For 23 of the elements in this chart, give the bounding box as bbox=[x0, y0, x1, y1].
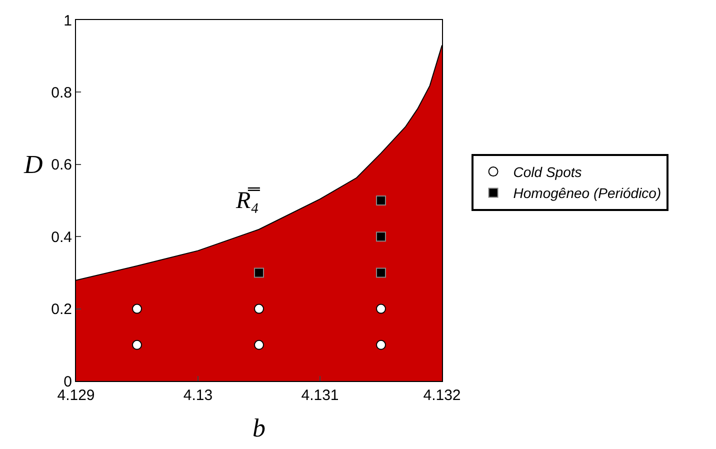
x-tick-label: 4.13 bbox=[183, 387, 213, 404]
y-tick-label: 0.6 bbox=[51, 156, 72, 174]
legend-label: Cold Spots bbox=[513, 164, 582, 180]
y-tick-label: 0.8 bbox=[51, 84, 72, 102]
y-tick-label: 1 bbox=[64, 12, 72, 30]
x-tick-label: 4.132 bbox=[423, 387, 461, 404]
point bbox=[376, 304, 386, 314]
point bbox=[254, 340, 264, 350]
y-tick-label: 0.4 bbox=[51, 228, 72, 246]
x-tick-label: 4.131 bbox=[301, 387, 339, 404]
point bbox=[376, 268, 386, 278]
point bbox=[132, 304, 142, 314]
point bbox=[132, 340, 142, 350]
point bbox=[376, 232, 386, 242]
annotation: R̿₄ bbox=[235, 187, 261, 214]
point bbox=[376, 340, 386, 350]
y-tick-label: 0.2 bbox=[51, 301, 72, 318]
point bbox=[376, 196, 386, 206]
legend-label: Homogêneo (Periódico) bbox=[513, 185, 662, 202]
x-axis-title: b bbox=[252, 414, 266, 443]
point bbox=[254, 304, 264, 314]
point bbox=[254, 268, 264, 278]
y-axis-title: D bbox=[23, 150, 43, 179]
